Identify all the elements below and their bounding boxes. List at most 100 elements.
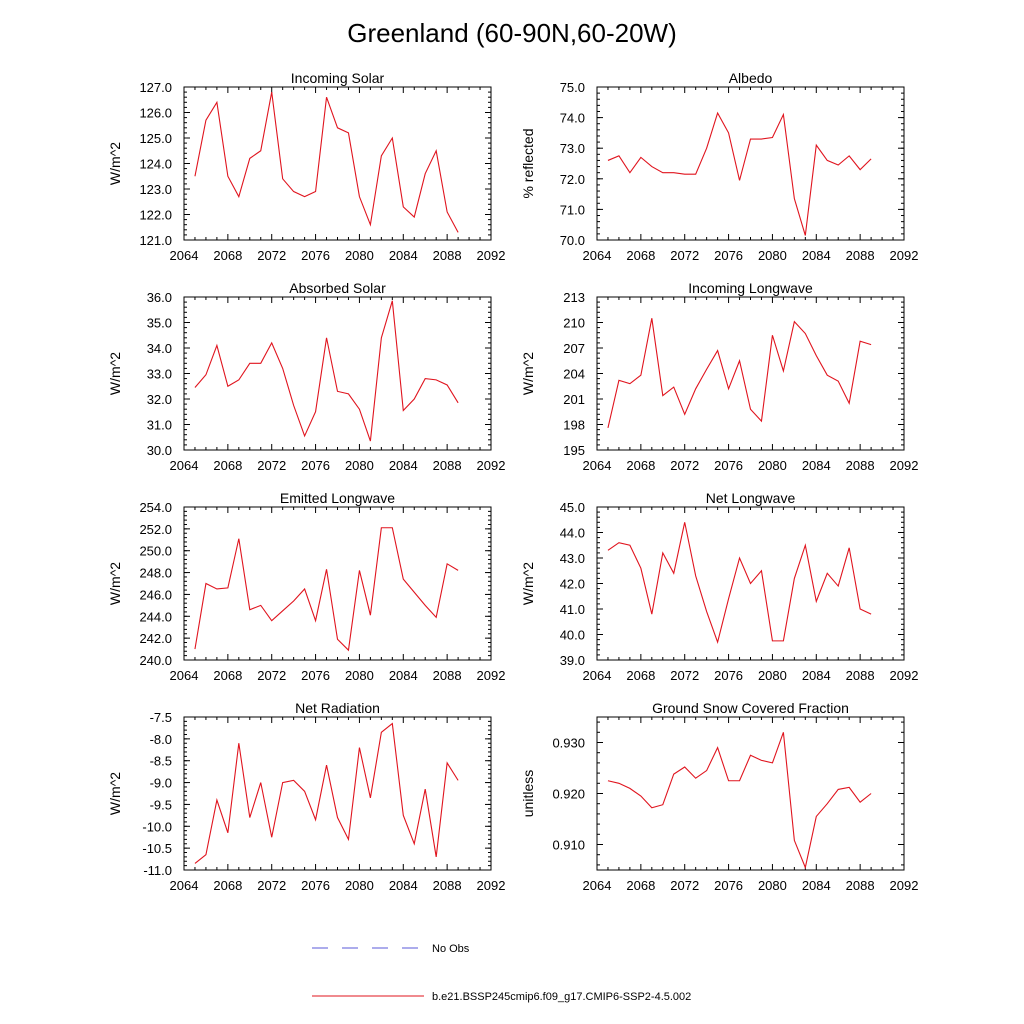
- x-tick-label: 2084: [802, 248, 831, 263]
- x-tick-label: 2084: [389, 248, 418, 263]
- y-tick-label: 72.0: [560, 172, 585, 187]
- x-tick-label: 2084: [802, 878, 831, 893]
- x-tick-label: 2088: [433, 668, 462, 683]
- x-tick-label: 2064: [170, 878, 199, 893]
- chart-panel-3: Absorbed Solar W/m^2 2064 2068 2072 2076 2080 2…: [107, 280, 505, 473]
- y-tick-label: 246.0: [139, 587, 172, 602]
- x-tick-label: 2064: [170, 668, 199, 683]
- y-tick-label: 195: [563, 443, 585, 458]
- y-tick-label: 42.0: [560, 577, 585, 592]
- panel-title: Ground Snow Covered Fraction: [652, 700, 849, 716]
- chart-panel-6: Net Longwave W/m^2 2064 2068 2072 2076 2080 208…: [520, 490, 918, 683]
- series-line-1: [194, 527, 459, 652]
- series-line-1: [194, 722, 459, 864]
- y-axis-label: W/m^2: [107, 772, 123, 815]
- series-line-1: [607, 522, 872, 645]
- y-axis-label: W/m^2: [107, 352, 123, 395]
- y-axis-label: W/m^2: [107, 142, 123, 185]
- x-tick-label: 2084: [802, 668, 831, 683]
- y-tick-label: 248.0: [139, 566, 172, 581]
- y-tick-label: 30.0: [147, 443, 172, 458]
- chart-panels: Incoming Solar W/m^2 2064 2068 2072 2076 2080 2…: [107, 70, 918, 893]
- y-tick-label: -8.5: [150, 754, 172, 769]
- x-tick-label: 2072: [257, 878, 286, 893]
- y-tick-label: 213: [563, 290, 585, 305]
- y-tick-label: 210: [563, 316, 585, 331]
- series-line-1: [607, 318, 872, 429]
- y-tick-label: 71.0: [560, 202, 585, 217]
- x-tick-label: 2088: [846, 248, 875, 263]
- x-tick-label: 2072: [670, 248, 699, 263]
- x-tick-label: 2068: [213, 878, 242, 893]
- legend-label-no-obs: No Obs: [432, 943, 470, 955]
- y-tick-label: 127.0: [139, 80, 172, 95]
- series-line-1: [194, 300, 459, 442]
- x-tick-label: 2080: [345, 878, 374, 893]
- chart-panel-1: Incoming Solar W/m^2 2064 2068 2072 2076 2080 2…: [107, 70, 505, 263]
- legend-label-model: b.e21.BSSP245cmip6.f09_g17.CMIP6-SSP2-4.…: [432, 991, 691, 1003]
- x-tick-label: 2072: [257, 668, 286, 683]
- y-tick-label: 121.0: [139, 233, 172, 248]
- y-tick-label: 201: [563, 392, 585, 407]
- y-tick-label: 0.910: [552, 838, 585, 853]
- legend: No Obs b.e21.BSSP245cmip6.f09_g17.CMIP6-…: [312, 943, 691, 1003]
- chart-panel-7: Net Radiation W/m^2 2064 2068 2072 2076 2080 20…: [107, 700, 505, 893]
- y-axis-label: % reflected: [520, 128, 536, 198]
- x-tick-label: 2084: [389, 878, 418, 893]
- y-tick-label: 40.0: [560, 628, 585, 643]
- y-axis-label: W/m^2: [520, 562, 536, 605]
- x-tick-label: 2080: [758, 668, 787, 683]
- x-tick-label: 2064: [583, 458, 612, 473]
- y-tick-label: 125.0: [139, 131, 172, 146]
- x-tick-label: 2084: [389, 458, 418, 473]
- x-tick-label: 2076: [714, 458, 743, 473]
- y-tick-label: 207: [563, 341, 585, 356]
- series-line-1: [607, 111, 872, 236]
- y-tick-label: -10.5: [142, 841, 172, 856]
- y-tick-label: 126.0: [139, 106, 172, 121]
- x-tick-label: 2076: [301, 248, 330, 263]
- x-tick-label: 2092: [890, 668, 919, 683]
- plot-frame: [183, 716, 492, 871]
- x-tick-label: 2064: [583, 248, 612, 263]
- chart-panel-4: Incoming Longwave W/m^2 2064 2068 2072 2076 20…: [520, 280, 918, 473]
- x-tick-label: 2092: [477, 248, 506, 263]
- y-tick-label: 250.0: [139, 544, 172, 559]
- x-tick-label: 2088: [433, 248, 462, 263]
- y-axis-label: W/m^2: [107, 562, 123, 605]
- y-tick-label: 34.0: [147, 341, 172, 356]
- y-tick-label: 124.0: [139, 157, 172, 172]
- y-tick-label: -8.0: [150, 732, 172, 747]
- y-tick-label: 204: [563, 367, 585, 382]
- x-tick-label: 2080: [758, 878, 787, 893]
- x-tick-label: 2064: [583, 878, 612, 893]
- y-tick-label: -10.0: [142, 819, 172, 834]
- y-tick-label: 39.0: [560, 653, 585, 668]
- figure-title: Greenland (60-90N,60-20W): [347, 18, 677, 48]
- series-line-1: [194, 91, 459, 233]
- x-tick-label: 2068: [213, 248, 242, 263]
- panel-title: Net Radiation: [295, 700, 380, 716]
- y-tick-label: 75.0: [560, 80, 585, 95]
- x-tick-label: 2068: [626, 878, 655, 893]
- y-tick-label: 254.0: [139, 500, 172, 515]
- x-tick-label: 2072: [670, 878, 699, 893]
- y-tick-label: -9.5: [150, 797, 172, 812]
- x-tick-label: 2072: [670, 668, 699, 683]
- x-tick-label: 2072: [257, 458, 286, 473]
- y-tick-label: 35.0: [147, 316, 172, 331]
- x-tick-label: 2068: [213, 458, 242, 473]
- y-tick-label: 198: [563, 418, 585, 433]
- x-tick-label: 2080: [758, 458, 787, 473]
- plot-frame: [183, 86, 492, 241]
- plot-frame: [596, 86, 905, 241]
- x-tick-label: 2080: [345, 458, 374, 473]
- x-tick-label: 2068: [626, 248, 655, 263]
- y-axis-label: W/m^2: [520, 352, 536, 395]
- panel-title: Incoming Solar: [291, 70, 385, 86]
- x-tick-label: 2068: [213, 668, 242, 683]
- y-tick-label: 0.930: [552, 736, 585, 751]
- x-tick-label: 2076: [714, 248, 743, 263]
- x-tick-label: 2092: [477, 878, 506, 893]
